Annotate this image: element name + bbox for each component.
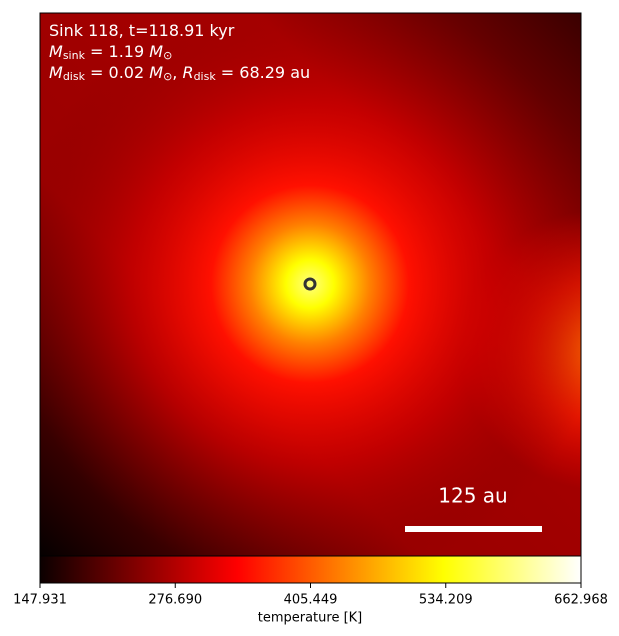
temperature-map: [40, 13, 581, 556]
annotation-part: disk: [194, 70, 217, 83]
annotation: Sink 118, t=118.91 kyr: [49, 21, 235, 40]
colorbar-tick-label: 405.449: [284, 593, 338, 608]
colorbar-tick-label: 534.209: [419, 593, 473, 608]
annotation-part: M: [49, 63, 63, 82]
annotation-part: ⊙: [163, 49, 172, 62]
scale-bar: [405, 526, 542, 532]
scale-bar-label: 125 au: [438, 484, 507, 508]
annotation-part: ,: [172, 63, 182, 82]
annotation-part: = 68.29 au: [216, 63, 310, 82]
annotation-part: M: [149, 42, 163, 61]
annotation-part: Sink 118, t=118.91 kyr: [49, 21, 235, 40]
annotation-part: ⊙: [163, 70, 172, 83]
annotation-part: disk: [63, 70, 86, 83]
colorbar: [39, 555, 582, 584]
colorbar-label: temperature [K]: [258, 611, 363, 626]
annotation-part: M: [49, 42, 63, 61]
annotation-part: = 0.02: [85, 63, 149, 82]
colorbar-tick-label: 662.968: [554, 593, 608, 608]
sink-marker: [303, 277, 317, 291]
colorbar-tick-label: 147.931: [13, 593, 67, 608]
colorbar-ticks: 147.931 276.690 405.449 534.209 662.968: [13, 583, 608, 608]
annotation: Mdisk = 0.02 M⊙, Rdisk = 68.29 au: [49, 63, 310, 84]
annotation-part: R: [182, 63, 193, 82]
annotation: Msink = 1.19 M⊙: [49, 42, 172, 63]
colorbar-tick-label: 276.690: [148, 593, 202, 608]
annotation-part: M: [149, 63, 163, 82]
annotation-part: = 1.19: [85, 42, 149, 61]
annotation-part: sink: [63, 49, 86, 62]
